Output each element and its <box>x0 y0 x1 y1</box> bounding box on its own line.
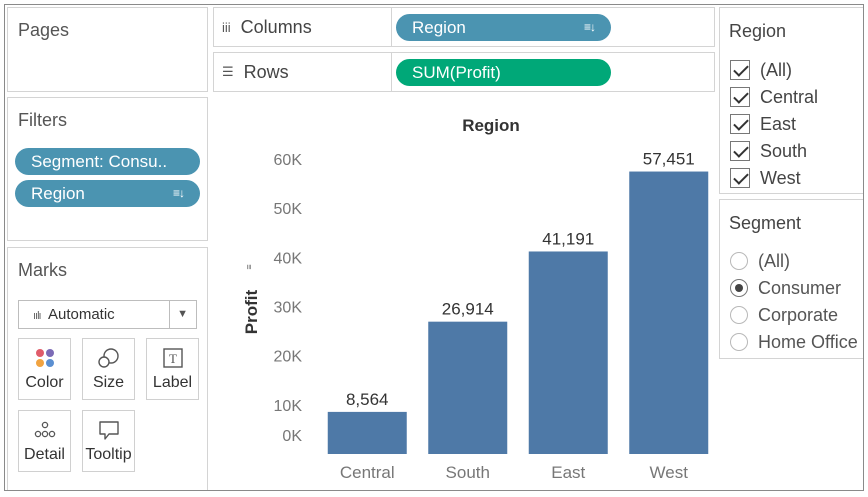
y-axis-label: Profit <box>242 289 261 334</box>
filters-title: Filters <box>18 110 67 130</box>
data-label: 57,451 <box>643 150 695 169</box>
data-label: 41,191 <box>542 229 594 248</box>
region-filter-title: Region <box>729 21 787 41</box>
tableau-workspace: Pages iii Columns Region ≡↓ ☰ Rows SUM(P… <box>4 4 864 491</box>
rows-shelf[interactable]: ☰ Rows SUM(Profit) <box>213 52 715 92</box>
bar-west[interactable] <box>629 171 709 454</box>
columns-region-pill[interactable]: Region ≡↓ <box>396 14 611 41</box>
marks-card[interactable]: Marks ıılı Automatic ▼ Color <box>7 247 208 490</box>
chart-title: Region <box>462 116 520 135</box>
checkbox-checked[interactable] <box>730 114 750 134</box>
bar-chart-icon: ıılı <box>33 310 42 322</box>
segment-option-all[interactable]: (All) <box>730 250 790 272</box>
segment-option-consumer[interactable]: Consumer <box>730 277 841 299</box>
size-icon <box>83 347 134 369</box>
pages-card[interactable]: Pages <box>7 7 208 92</box>
filter-segment-pill[interactable]: Segment: Consu.. <box>15 148 200 175</box>
radio-button[interactable] <box>730 333 748 351</box>
region-option-east[interactable]: East <box>730 113 796 135</box>
sort-icon: ≡↓ <box>583 20 596 34</box>
sort-icon: ≡ <box>244 264 254 269</box>
radio-button-selected[interactable] <box>730 279 748 297</box>
data-label: 8,564 <box>346 390 389 409</box>
tooltip-button[interactable]: Tooltip <box>82 410 135 472</box>
y-tick-label: 30K <box>274 300 303 317</box>
segment-option-home-office[interactable]: Home Office <box>730 331 858 353</box>
label-icon: T <box>147 347 198 369</box>
detail-icon <box>19 419 70 441</box>
y-tick-label: 60K <box>274 152 303 169</box>
bar-south[interactable] <box>428 321 508 454</box>
radio-button[interactable] <box>730 252 748 270</box>
data-label: 26,914 <box>442 300 494 319</box>
region-option-south[interactable]: South <box>730 140 807 162</box>
region-filter-card[interactable]: Region (All) Central East South West <box>719 7 863 194</box>
filter-region-pill[interactable]: Region ≡↓ <box>15 180 200 207</box>
region-option-central[interactable]: Central <box>730 86 818 108</box>
x-tick-label: West <box>650 463 689 482</box>
color-icon <box>19 347 70 369</box>
filters-card[interactable]: Filters Segment: Consu.. Region ≡↓ <box>7 97 208 241</box>
y-tick-label: 40K <box>274 250 303 267</box>
checkbox-checked[interactable] <box>730 60 750 80</box>
label-button[interactable]: T Label <box>146 338 199 400</box>
segment-filter-card[interactable]: Segment (All) Consumer Corporate Home Of… <box>719 199 863 359</box>
columns-icon: iii <box>222 19 231 35</box>
bar-central[interactable] <box>327 411 407 454</box>
segment-option-corporate[interactable]: Corporate <box>730 304 838 326</box>
chart-view[interactable]: Region Profit ≡ 0K 10K 20K 30K 40K 50K 60K 8,564 Ce… <box>213 97 715 491</box>
checkbox-checked[interactable] <box>730 168 750 188</box>
detail-button[interactable]: Detail <box>18 410 71 472</box>
shelf-divider <box>391 8 392 46</box>
mark-type-dropdown[interactable]: ıılı Automatic ▼ <box>18 300 197 329</box>
radio-button[interactable] <box>730 306 748 324</box>
region-option-west[interactable]: West <box>730 167 801 189</box>
checkbox-checked[interactable] <box>730 87 750 107</box>
color-button[interactable]: Color <box>18 338 71 400</box>
checkbox-checked[interactable] <box>730 141 750 161</box>
y-tick-label: 10K <box>274 398 303 415</box>
bar-east[interactable] <box>528 251 608 454</box>
rows-icon: ☰ <box>222 64 234 79</box>
y-tick-label: 20K <box>274 349 303 366</box>
rows-shelf-label: ☰ Rows <box>222 61 289 82</box>
chevron-down-icon[interactable]: ▼ <box>177 308 188 320</box>
marks-title: Marks <box>18 260 67 280</box>
rows-sum-profit-pill[interactable]: SUM(Profit) <box>396 59 611 86</box>
segment-filter-title: Segment <box>729 213 802 233</box>
y-tick-label: 50K <box>274 201 303 218</box>
svg-text:T: T <box>169 351 177 366</box>
shelf-divider <box>391 53 392 91</box>
tooltip-icon <box>83 419 134 441</box>
x-tick-label: East <box>551 463 585 482</box>
region-option-all[interactable]: (All) <box>730 59 792 81</box>
x-tick-label: Central <box>340 463 395 482</box>
y-tick-label: 0K <box>282 428 302 445</box>
pages-title: Pages <box>18 20 70 40</box>
size-button[interactable]: Size <box>82 338 135 400</box>
columns-shelf-label: iii Columns <box>222 16 312 37</box>
profit-by-region-chart[interactable]: Region Profit ≡ 0K 10K 20K 30K 40K 50K 60K 8,564 Ce… <box>213 97 715 491</box>
columns-shelf[interactable]: iii Columns Region ≡↓ <box>213 7 715 47</box>
sort-icon: ≡↓ <box>172 186 185 200</box>
x-tick-label: South <box>446 463 490 482</box>
